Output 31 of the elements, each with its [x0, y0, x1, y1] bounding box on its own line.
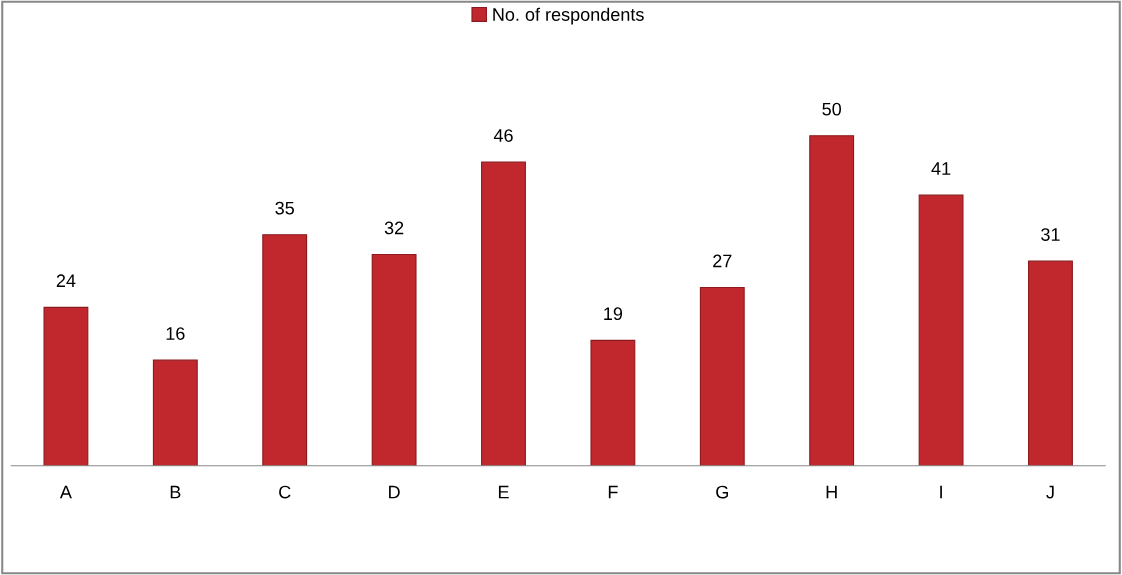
x-tick-label: B — [170, 485, 181, 499]
bar — [1028, 260, 1073, 466]
data-label: 35 — [275, 201, 294, 215]
data-label: 24 — [56, 274, 76, 287]
bar — [590, 339, 636, 466]
data-label: 19 — [604, 307, 623, 321]
data-label: 31 — [1041, 228, 1060, 241]
bar — [152, 359, 198, 466]
x-tick-label: E — [498, 485, 509, 499]
x-tick-label: I — [940, 485, 942, 499]
bar — [699, 286, 745, 466]
bar — [481, 161, 526, 466]
x-tick-label: F — [608, 485, 618, 499]
bar — [371, 253, 417, 466]
data-label: 41 — [931, 162, 951, 175]
legend-label: No. of respondents — [493, 7, 644, 25]
bar — [262, 234, 308, 466]
bar — [918, 194, 964, 466]
x-tick-label: A — [59, 485, 72, 499]
x-tick-label: G — [716, 485, 728, 499]
x-tick-label: C — [279, 485, 291, 499]
x-tick-label: H — [826, 485, 837, 499]
data-label: 27 — [713, 254, 732, 268]
data-label: 16 — [166, 327, 185, 340]
x-tick-label: D — [389, 485, 400, 499]
data-label: 46 — [493, 129, 513, 142]
bar — [43, 306, 89, 466]
data-label: 50 — [822, 102, 842, 116]
data-label: 32 — [384, 221, 404, 235]
x-tick-label: J — [1046, 485, 1054, 499]
bar — [809, 135, 855, 466]
